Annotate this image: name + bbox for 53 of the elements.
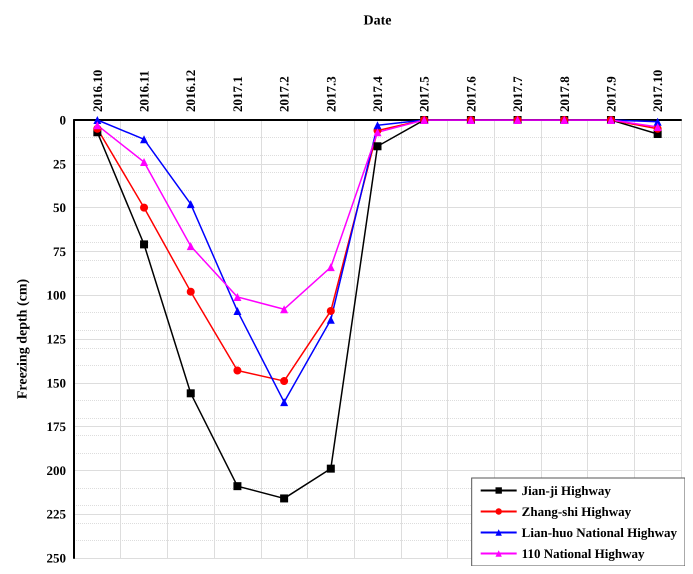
point [280, 398, 288, 406]
y-tick-label: 50 [53, 200, 66, 216]
y-tick-label: 0 [60, 112, 66, 128]
x-tick-label: 2017.3 [323, 76, 338, 112]
point [326, 263, 335, 272]
point [140, 204, 148, 212]
x-tick-label: 2017.1 [230, 76, 245, 112]
x-tick-label: 2016.12 [183, 70, 198, 112]
point [326, 316, 335, 324]
x-tick-label: 2016.11 [136, 70, 152, 112]
legend-label: Zhang-shi Highway [522, 504, 632, 519]
x-axis-title: Date [364, 14, 392, 28]
y-tick-label: 150 [46, 375, 66, 390]
y-tick-label: 250 [46, 550, 66, 566]
point [140, 158, 148, 166]
point [186, 242, 195, 250]
point [326, 464, 335, 473]
y-tick-label: 200 [46, 462, 66, 478]
x-tick-label: 2017.10 [650, 70, 666, 112]
point [280, 305, 288, 314]
x-tick-label: 2017.5 [416, 76, 432, 112]
point [233, 482, 242, 490]
legend-label: Lian-huo National Highway [522, 525, 678, 540]
point [140, 240, 148, 248]
x-tick-label: 2016.10 [90, 70, 105, 112]
y-tick-label: 175 [46, 419, 66, 434]
x-tick-label: 2017.4 [370, 76, 385, 112]
point [374, 121, 382, 130]
x-tick-label: 2017.9 [603, 76, 618, 112]
point [140, 135, 148, 144]
y-axis-title: Freezing depth (cm) [16, 278, 30, 400]
point [374, 142, 382, 150]
legend-label: 110 National Highway [522, 546, 645, 561]
point [233, 366, 242, 375]
x-tick-label: 2017.6 [463, 76, 478, 112]
point [233, 306, 242, 315]
point [326, 306, 335, 315]
x-tick-label: 2017.7 [510, 76, 526, 112]
point [280, 377, 288, 386]
point [280, 494, 288, 502]
y-tick-label: 25 [53, 156, 66, 172]
x-tick-label: 2017.8 [556, 76, 572, 112]
y-tick-label: 100 [46, 288, 66, 303]
point [93, 121, 102, 130]
point [186, 200, 195, 208]
point [186, 389, 195, 398]
y-tick-label: 225 [46, 506, 66, 522]
legend-label: Jian-ji Highway [522, 483, 612, 498]
point [186, 288, 195, 296]
y-tick-label: 75 [53, 244, 66, 259]
point [233, 292, 242, 301]
y-tick-label: 125 [46, 332, 66, 346]
x-tick-label: 2017.2 [276, 76, 292, 112]
